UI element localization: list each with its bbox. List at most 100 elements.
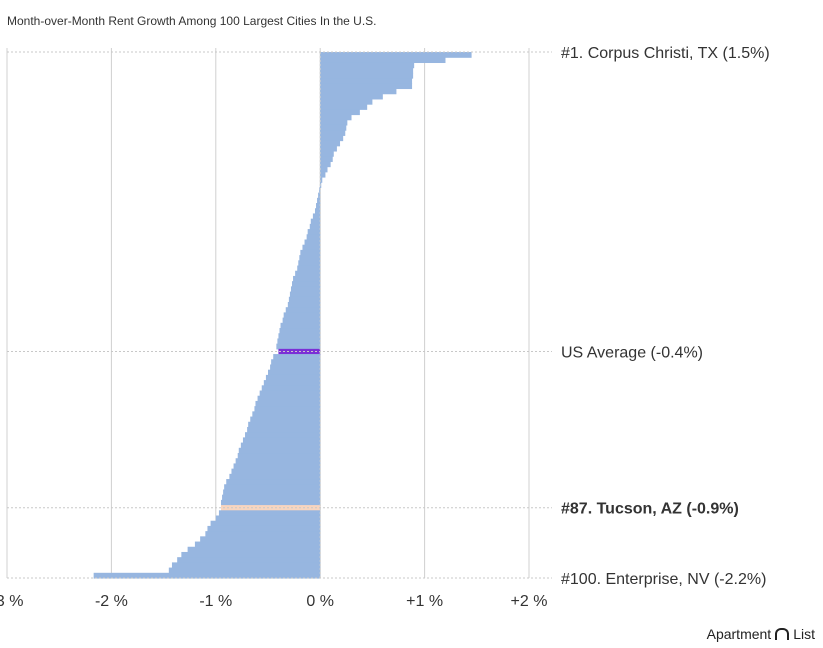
bar (298, 260, 321, 267)
bar (289, 291, 321, 298)
bar (254, 406, 321, 412)
logo-text-apartment: Apartment (706, 626, 772, 642)
bar (320, 98, 373, 105)
x-tick-label: 0 % (306, 593, 334, 610)
bar (93, 572, 321, 579)
bar (194, 541, 321, 548)
x-tick-label: -3 % (0, 593, 23, 610)
bar (276, 343, 321, 350)
bar (229, 473, 321, 480)
bar (279, 328, 321, 334)
bar (205, 531, 321, 537)
bar (320, 67, 414, 74)
bar (300, 249, 321, 256)
bar (320, 161, 331, 168)
bar (261, 385, 321, 392)
bar (320, 124, 347, 131)
bar (271, 359, 321, 366)
bar (320, 176, 323, 183)
bar (320, 104, 368, 110)
bar (248, 421, 321, 428)
bar (320, 52, 472, 58)
bar (177, 557, 321, 563)
city-annotation-label: #1. Corpus Christi, TX (1.5%) (561, 45, 770, 62)
bar (320, 140, 341, 147)
city-annotation-label: #87. Tucson, AZ (-0.9%) (561, 501, 739, 518)
bar (237, 453, 321, 459)
bar (224, 484, 321, 491)
bar (233, 463, 321, 470)
bar (320, 78, 413, 84)
bar (207, 525, 321, 532)
bar (320, 182, 322, 189)
bar (306, 234, 321, 241)
bar (226, 479, 321, 485)
bar (255, 400, 321, 407)
bar (320, 83, 413, 90)
bar (316, 203, 321, 209)
city-annotation-label: #100. Enterprise, NV (-2.2%) (561, 571, 766, 588)
bar (320, 119, 348, 126)
x-tick-label: +1 % (406, 593, 443, 610)
bar (250, 416, 321, 423)
bar (218, 510, 321, 517)
bar (210, 520, 321, 527)
bar (320, 88, 397, 95)
us-average-label: US Average (-0.4%) (561, 344, 703, 361)
bar (273, 354, 321, 360)
bar (314, 208, 321, 215)
bar (320, 93, 383, 100)
bar (282, 317, 321, 324)
bar (302, 244, 321, 251)
bar (320, 171, 326, 178)
bar (320, 114, 352, 121)
bar (304, 239, 321, 246)
bar (309, 223, 321, 230)
bar (285, 307, 321, 313)
bar (283, 312, 321, 319)
bar (223, 489, 321, 496)
chart-title: Month-over-Month Rent Growth Among 100 L… (7, 14, 377, 28)
logo-mark-icon (775, 628, 790, 640)
bar (287, 301, 321, 308)
bar (320, 72, 414, 79)
bar (181, 551, 321, 558)
bar (222, 494, 321, 501)
bar (270, 364, 321, 371)
bar (200, 536, 321, 543)
bar (268, 369, 321, 376)
bar (320, 62, 415, 69)
bar (310, 218, 321, 225)
bar (259, 390, 321, 397)
bar (238, 447, 321, 454)
bar (171, 562, 321, 569)
bar (247, 426, 321, 433)
bar (187, 546, 321, 553)
bar (277, 338, 321, 345)
apartment-list-logo: Apartment List (707, 626, 815, 642)
bar (242, 437, 321, 444)
bar (320, 130, 346, 136)
bar (320, 156, 333, 162)
bar (215, 515, 321, 522)
bar (295, 270, 321, 277)
bar (257, 395, 321, 402)
bar (221, 499, 321, 506)
bar (319, 187, 321, 194)
bar (299, 255, 321, 261)
x-tick-label: -1 % (199, 593, 232, 610)
bar (290, 286, 321, 293)
bar (278, 333, 321, 340)
bar (221, 505, 321, 512)
bar (235, 458, 321, 465)
logo-text-list: List (793, 626, 815, 642)
bar (240, 442, 321, 449)
bar (320, 135, 344, 142)
bar (312, 213, 321, 220)
bar (320, 109, 360, 116)
bar (320, 150, 334, 157)
bar (320, 57, 446, 64)
bar (292, 281, 321, 287)
bar (263, 380, 321, 386)
